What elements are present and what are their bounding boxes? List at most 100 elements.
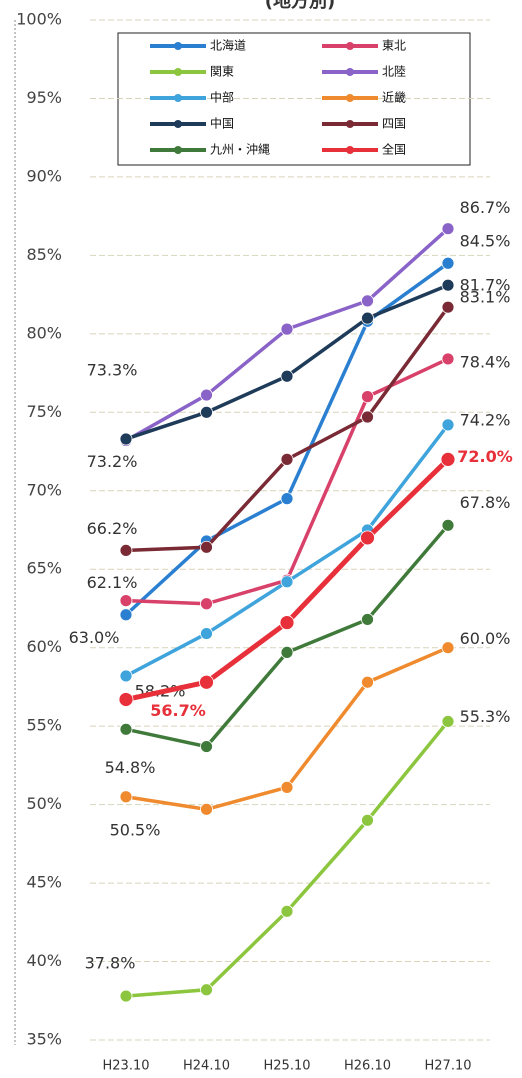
data-label: 67.8% <box>460 493 511 512</box>
legend-label: 四国 <box>382 117 406 131</box>
y-tick-label: 65% <box>26 559 62 578</box>
data-label: 83.1% <box>460 288 511 307</box>
data-point <box>280 452 294 466</box>
legend-marker <box>174 94 182 102</box>
legend-marker <box>174 68 182 76</box>
data-point <box>119 594 133 608</box>
legend-label: 北陸 <box>382 65 406 79</box>
data-point <box>119 669 133 683</box>
data-label: 81.7% <box>460 276 511 295</box>
data-point <box>361 410 374 424</box>
legend-marker <box>174 42 182 50</box>
data-point <box>200 405 213 419</box>
data-label: 73.3% <box>87 360 138 379</box>
data-point <box>200 388 213 402</box>
data-point <box>200 627 213 640</box>
data-point <box>280 575 294 589</box>
data-label: 78.4% <box>460 352 511 371</box>
y-tick-label: 35% <box>26 1030 62 1049</box>
data-point <box>200 597 213 611</box>
y-tick-label: 80% <box>26 323 62 342</box>
data-point <box>118 692 134 707</box>
data-point <box>199 674 214 690</box>
data-point <box>361 675 374 689</box>
series-line <box>125 357 449 606</box>
legend-label: 近畿 <box>382 91 406 105</box>
data-point <box>441 418 455 432</box>
data-label: 54.8% <box>105 758 156 777</box>
data-label: 60.0% <box>460 629 511 648</box>
data-label: 55.3% <box>460 707 511 726</box>
data-point <box>280 780 294 794</box>
legend-marker <box>346 94 354 102</box>
y-tick-label: 55% <box>26 716 62 735</box>
y-tick-label: 70% <box>26 480 62 499</box>
data-label: 63.0% <box>69 628 120 647</box>
data-point <box>441 352 455 366</box>
data-point <box>361 613 374 626</box>
data-point <box>441 715 455 728</box>
legend-label: 関東 <box>210 65 234 79</box>
y-tick-label: 100% <box>16 10 62 29</box>
data-label: 86.7% <box>460 198 511 217</box>
legend-marker <box>346 146 354 154</box>
data-label: 56.7% <box>150 701 206 720</box>
data-label: 74.2% <box>460 410 511 429</box>
data-label: 66.2% <box>87 519 138 538</box>
data-point <box>280 904 294 918</box>
x-tick-label: H25.10 <box>264 1059 311 1074</box>
data-point <box>361 813 374 827</box>
data-label: 72.0% <box>457 447 513 466</box>
data-point <box>119 989 133 1003</box>
legend-marker <box>346 120 354 128</box>
y-tick-label: 95% <box>26 88 62 107</box>
data-point <box>119 722 133 736</box>
data-label: 84.5% <box>460 232 511 251</box>
legend-marker <box>174 120 182 128</box>
series-line <box>125 306 450 553</box>
x-tick-label: H23.10 <box>103 1059 150 1074</box>
data-point <box>441 641 455 655</box>
legend-label: 東北 <box>382 39 406 53</box>
data-point <box>119 608 133 622</box>
data-point <box>440 451 456 467</box>
x-tick-label: H26.10 <box>344 1059 391 1074</box>
data-label: 50.5% <box>110 820 161 839</box>
y-tick-label: 40% <box>26 951 62 970</box>
y-tick-label: 60% <box>26 637 62 656</box>
data-point <box>200 740 213 753</box>
data-point <box>280 646 294 659</box>
data-point <box>280 322 294 336</box>
data-point <box>280 492 294 506</box>
data-point <box>441 222 455 236</box>
y-tick-label: 90% <box>26 166 62 185</box>
legend-label: 北海道 <box>210 38 246 53</box>
data-point <box>441 518 455 532</box>
data-point <box>441 278 455 292</box>
chart-title: (地方別) <box>265 0 335 12</box>
data-point <box>360 530 375 546</box>
data-point <box>119 790 133 804</box>
series-line <box>125 283 449 441</box>
data-label: 62.1% <box>87 573 138 592</box>
data-point <box>361 390 374 404</box>
legend-marker <box>346 68 354 76</box>
x-tick-label: H24.10 <box>183 1059 230 1074</box>
data-point <box>200 802 213 816</box>
legend-label: 中部 <box>210 90 234 105</box>
series-line <box>124 261 450 617</box>
y-tick-label: 75% <box>26 402 62 421</box>
data-point <box>119 544 133 557</box>
data-point <box>280 369 294 383</box>
y-tick-label: 85% <box>26 245 62 264</box>
legend-label: 全国 <box>382 142 406 157</box>
series-line <box>125 720 450 998</box>
data-point <box>361 311 374 325</box>
data-point <box>441 256 455 270</box>
data-point <box>119 432 133 446</box>
data-label: 73.2% <box>87 452 138 471</box>
y-tick-label: 50% <box>26 794 62 813</box>
legend-marker <box>174 146 182 154</box>
x-tick-label: H27.10 <box>425 1059 472 1074</box>
